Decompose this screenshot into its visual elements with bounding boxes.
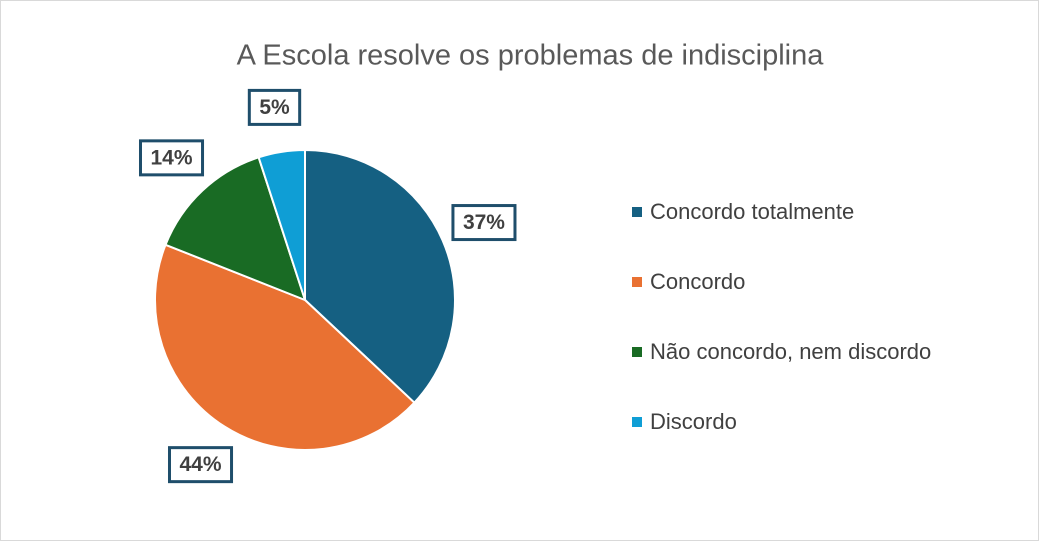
pie-slice: [304, 148, 456, 405]
legend-swatch: [632, 347, 642, 357]
legend-label: Concordo totalmente: [650, 199, 854, 224]
data-label-box: [138, 139, 205, 177]
legend-label: Discordo: [650, 409, 737, 434]
data-label: 37%: [463, 211, 505, 234]
data-label-box: [247, 88, 302, 126]
data-label: 44%: [179, 453, 221, 476]
legend-swatch: [632, 207, 642, 217]
legend-swatch: [632, 277, 642, 287]
legend-swatch: [632, 417, 642, 427]
chart-title: A Escola resolve os problemas de indisci…: [237, 40, 825, 72]
legend-label: Concordo: [650, 269, 745, 294]
legend-label: Não concordo, nem discordo: [650, 339, 931, 364]
pie-slice: [257, 148, 306, 301]
pie-slice: [154, 243, 416, 451]
data-label-box: [451, 204, 517, 242]
data-label: 5%: [259, 96, 290, 119]
data-label-box: [167, 446, 234, 484]
data-label: 14%: [150, 146, 192, 169]
